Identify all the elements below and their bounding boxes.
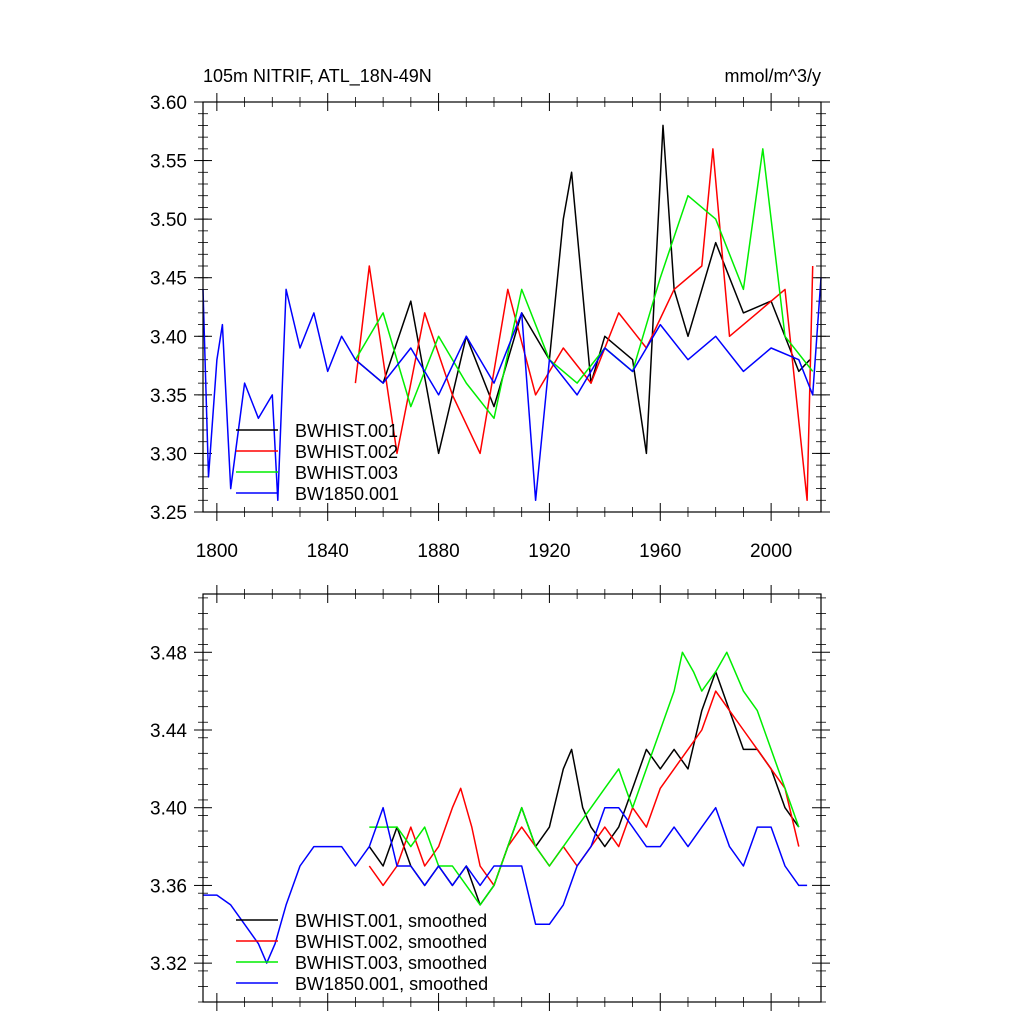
bottom-series-bwhist-001-smoothed	[368, 670, 800, 906]
top-xtick-label: 2000	[750, 541, 792, 562]
bottom-series-lines	[203, 651, 808, 964]
top-xtick-label: 1880	[417, 541, 459, 562]
bottom-ytick-label: 3.32	[150, 954, 187, 975]
top-ytick-label: 3.45	[150, 269, 187, 290]
bottom-legend-label: BWHIST.001, smoothed	[295, 911, 487, 931]
bottom-ytick-label: 3.48	[150, 643, 187, 664]
top-ytick-label: 3.50	[150, 210, 187, 231]
top-series-bwhist-001	[354, 124, 811, 455]
top-legend-label: BWHIST.001	[295, 421, 398, 441]
top-legend-label: BWHIST.003	[295, 463, 398, 483]
bottom-series-bwhist-003-smoothed	[369, 651, 800, 906]
top-units: mmol/m^3/y	[725, 66, 821, 86]
top-ytick-label: 3.55	[150, 152, 187, 173]
top-ytick-label: 3.25	[150, 503, 187, 524]
top-title: 105m NITRIF, ATL_18N-49N	[203, 66, 432, 87]
bottom-ytick-label: 3.36	[150, 876, 187, 897]
top-ytick-label: 3.35	[150, 386, 187, 407]
top-series-lines	[202, 124, 822, 502]
bottom-legend-label: BWHIST.002, smoothed	[295, 932, 487, 952]
bottom-ticks: 3.32 3.36 3.40 3.44 3.48	[150, 585, 830, 1011]
bottom-legend-label: BWHIST.003, smoothed	[295, 953, 487, 973]
top-legend-label: BW1850.001	[295, 484, 399, 504]
bottom-series-bw1850-001-smoothed	[203, 806, 808, 964]
top-xtick-label: 1960	[639, 541, 681, 562]
bottom-plot-frame	[202, 593, 822, 1003]
top-legend-label: BWHIST.002	[295, 442, 398, 462]
bottom-ytick-label: 3.40	[150, 799, 187, 820]
top-series-bwhist-003	[354, 148, 814, 420]
bottom-ytick-label: 3.44	[150, 721, 187, 742]
top-series-bwhist-002	[354, 148, 814, 502]
top-xtick-label: 1920	[528, 541, 570, 562]
top-xtick-label: 1800	[196, 541, 238, 562]
top-plot-frame	[202, 101, 822, 513]
top-panel: 105m NITRIF, ATL_18N-49N mmol/m^3/y 3.25…	[150, 66, 830, 562]
top-ytick-label: 3.60	[150, 93, 187, 114]
top-xtick-label: 1840	[307, 541, 349, 562]
top-ytick-label: 3.40	[150, 327, 187, 348]
top-ytick-label: 3.30	[150, 444, 187, 465]
bottom-panel: 3.32 3.36 3.40 3.44 3.48 BWHIST.001, smoothe…	[150, 585, 830, 1011]
bottom-legend-label: BW1850.001, smoothed	[295, 974, 488, 994]
top-series-bw1850-001	[202, 277, 822, 502]
